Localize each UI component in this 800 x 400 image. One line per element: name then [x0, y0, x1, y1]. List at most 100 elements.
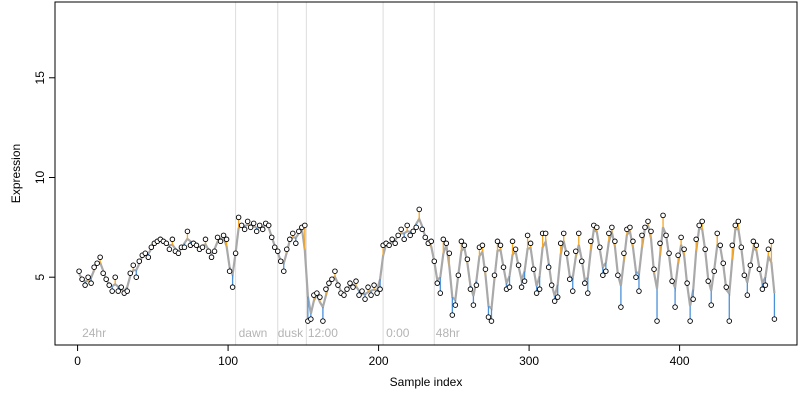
data-point	[169, 236, 176, 243]
x-tick-label: 300	[519, 354, 539, 368]
data-point	[509, 238, 516, 245]
data-point	[241, 226, 248, 233]
data-point	[202, 236, 209, 243]
data-point	[437, 290, 444, 296]
data-point	[443, 240, 450, 247]
data-point	[100, 270, 106, 276]
data-point	[621, 250, 627, 257]
region-label: 12:00	[308, 326, 338, 340]
region-label: 48hr	[436, 326, 460, 340]
data-point	[320, 318, 326, 324]
data-point	[341, 292, 347, 298]
fit-line	[78, 216, 776, 314]
data-point	[696, 222, 702, 229]
data-point	[97, 254, 103, 261]
data-point	[112, 274, 118, 280]
data-point	[512, 246, 519, 253]
data-point	[133, 274, 140, 280]
data-point	[329, 276, 335, 282]
data-point	[560, 230, 567, 237]
data-point	[229, 284, 236, 290]
data-point	[663, 232, 669, 239]
data-point	[645, 218, 651, 225]
data-point	[323, 286, 329, 292]
data-point	[353, 278, 359, 284]
data-point	[365, 284, 371, 290]
data-point	[533, 290, 540, 296]
data-point	[579, 258, 585, 264]
data-point	[573, 248, 579, 255]
data-point	[118, 284, 124, 290]
data-point	[606, 230, 612, 237]
data-point	[690, 296, 696, 302]
data-point	[326, 280, 332, 286]
data-point	[494, 238, 501, 245]
data-point	[290, 230, 296, 237]
data-point	[278, 258, 284, 264]
data-point	[308, 316, 314, 322]
data-point	[296, 228, 302, 235]
data-point	[684, 280, 690, 286]
data-point	[500, 264, 507, 270]
data-point	[597, 244, 603, 251]
data-point	[359, 288, 365, 294]
data-point	[548, 282, 555, 288]
data-point	[506, 284, 513, 290]
data-point	[600, 272, 606, 278]
data-point	[515, 262, 522, 268]
y-tick-label: 10	[33, 170, 47, 184]
data-point	[302, 222, 308, 229]
data-point	[711, 268, 717, 274]
data-point	[419, 226, 425, 233]
data-point	[458, 238, 465, 245]
data-point	[744, 292, 751, 298]
data-point	[609, 224, 615, 231]
data-point	[657, 240, 663, 247]
data-point	[678, 234, 684, 241]
region-label: dawn	[239, 326, 268, 340]
data-point	[250, 220, 257, 227]
data-point	[693, 236, 699, 243]
data-point	[136, 258, 143, 264]
data-point	[335, 282, 341, 288]
data-point	[455, 272, 462, 278]
data-point	[702, 246, 708, 253]
data-point	[362, 296, 368, 302]
data-point	[651, 266, 657, 272]
data-point	[588, 238, 594, 245]
data-point	[639, 232, 645, 239]
data-point	[253, 228, 260, 235]
data-point	[293, 240, 299, 247]
y-axis: 5 10 15	[33, 71, 55, 281]
data-point	[232, 250, 239, 257]
data-point	[440, 236, 447, 243]
data-point	[569, 288, 576, 294]
data-point	[214, 234, 221, 241]
data-point	[356, 292, 362, 298]
data-point	[530, 266, 537, 272]
region-label: 0:00	[386, 326, 410, 340]
data-point	[461, 242, 468, 249]
data-point	[768, 238, 775, 245]
data-point	[566, 276, 573, 282]
data-point	[85, 274, 91, 280]
data-point	[208, 254, 215, 261]
y-tick-label: 5	[33, 274, 47, 281]
data-point	[660, 212, 666, 219]
data-point	[109, 288, 115, 294]
data-point	[416, 206, 422, 213]
data-point	[422, 234, 428, 241]
data-point	[648, 228, 654, 235]
data-point	[244, 218, 251, 225]
data-point	[464, 256, 471, 263]
data-point	[666, 250, 672, 257]
data-point	[636, 288, 642, 294]
data-point	[545, 264, 552, 270]
data-point	[205, 248, 212, 255]
data-point	[536, 286, 543, 292]
data-point	[627, 224, 633, 231]
data-point	[76, 268, 82, 274]
data-point	[762, 282, 769, 288]
data-point	[145, 254, 152, 261]
